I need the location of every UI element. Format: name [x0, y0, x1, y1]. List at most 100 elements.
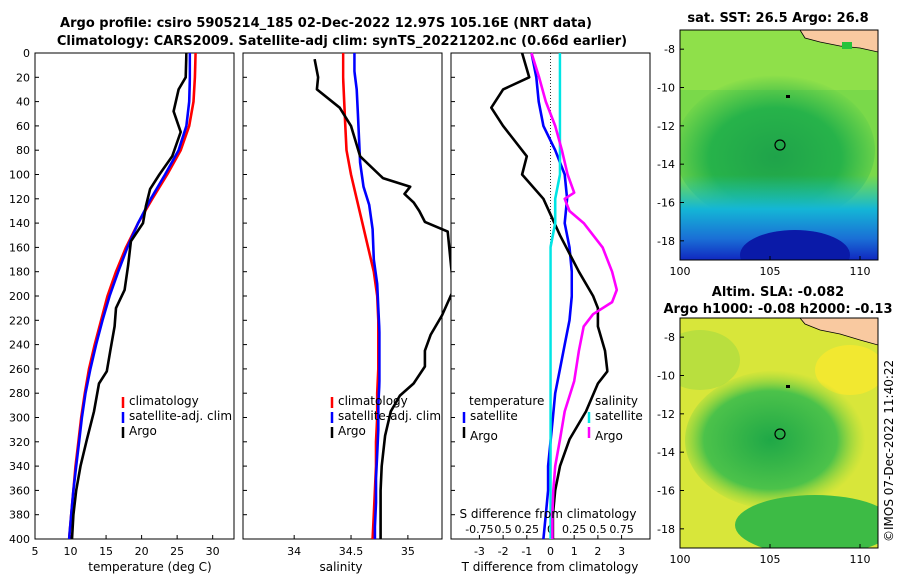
x-tick-label: 34 — [287, 545, 301, 558]
x-tick-label: 2 — [594, 545, 601, 558]
argo-position-marker — [774, 428, 786, 440]
map-y-tick-label: -10 — [657, 82, 675, 95]
y-tick-label: 260 — [9, 363, 30, 376]
series-line-salinity-argo — [532, 53, 617, 539]
x-tick-label: 30 — [206, 545, 220, 558]
legend-satellite-adj: satellite-adj. clim — [338, 409, 441, 423]
map-y-tick-label: -18 — [657, 523, 675, 536]
imos-watermark: ©IMOS 07-Dec-2022 11:40:22 — [882, 360, 896, 542]
y-tick-label: 400 — [9, 533, 30, 546]
y-tick-label: 320 — [9, 436, 30, 449]
series-line-temperature-satellite — [532, 53, 572, 539]
map-y-tick-label: -16 — [657, 197, 675, 210]
map-y-tick-label: -16 — [657, 485, 675, 498]
x-tick-label: 1 — [571, 545, 578, 558]
sst-map: sat. SST: 26.5 Argo: 26.8 — [679, 11, 879, 261]
x-tick-label: 34.5 — [339, 545, 364, 558]
y-tick-label: 20 — [16, 71, 30, 84]
x-tick-label: -2 — [498, 545, 509, 558]
x2-tick-label: -0.75 — [465, 523, 493, 536]
map-y-tick-label: -18 — [657, 235, 675, 248]
series-line-salinity-satellite — [551, 53, 561, 539]
y-tick-label: 380 — [9, 509, 30, 522]
x2-tick-label: 0.75 — [609, 523, 634, 536]
map-x-tick-label: 100 — [670, 265, 691, 278]
map-y-tick-label: -14 — [657, 158, 675, 171]
legend-salinity-title: salinity — [595, 394, 638, 408]
x-tick-label: 20 — [135, 545, 149, 558]
map-y-tick-label: -8 — [664, 43, 675, 56]
y-tick-label: 100 — [9, 169, 30, 182]
x-tick-label: 15 — [99, 545, 113, 558]
sst-map-title: sat. SST: 26.5 Argo: 26.8 — [687, 11, 868, 26]
y-tick-label: 160 — [9, 241, 30, 254]
difference-legend: temperature satellite Argo salinity sate… — [462, 394, 643, 443]
tdiff-xlabel: T difference from climatology — [461, 560, 639, 574]
sla-map-subtitle: Argo h1000: -0.08 h2000: -0.13 — [663, 302, 892, 317]
series-line-satellite-adj-clim — [354, 53, 379, 539]
x-tick-label: 25 — [170, 545, 184, 558]
x-tick-label: -1 — [521, 545, 532, 558]
series-line-argo — [72, 53, 186, 539]
temperature-xlabel: temperature (deg C) — [88, 560, 211, 574]
salinity-legend: climatology satellite-adj. clim Argo — [330, 394, 441, 438]
legend-temperature-satellite: satellite — [470, 409, 518, 423]
temperature-legend: climatology satellite-adj. clim Argo — [121, 394, 232, 438]
x2-tick-label: 0.5 — [589, 523, 607, 536]
x-tick-label: -3 — [474, 545, 485, 558]
y-tick-label: 40 — [16, 96, 30, 109]
figure-title-line1: Argo profile: csiro 5905214_185 02-Dec-2… — [60, 16, 592, 31]
legend-salinity-satellite: satellite — [595, 409, 643, 423]
map-x-tick-label: 110 — [850, 265, 871, 278]
map-y-tick-label: -8 — [664, 331, 675, 344]
y-tick-label: 80 — [16, 144, 30, 157]
map-x-tick-label: 110 — [850, 553, 871, 566]
map-x-tick-label: 105 — [760, 553, 781, 566]
y-tick-label: 120 — [9, 193, 30, 206]
x-tick-label: 5 — [32, 545, 39, 558]
y-tick-label: 340 — [9, 460, 30, 473]
map-y-tick-label: -14 — [657, 446, 675, 459]
temperature-profile-panel: 0 20 40 60 80 100 120 140 160 180 200 220 240 260 280 3… — [9, 47, 235, 558]
x-tick-label: 3 — [618, 545, 625, 558]
argo-position-marker — [774, 139, 786, 151]
x-tick-label: 35 — [401, 545, 415, 558]
figure-title-line2: Climatology: CARS2009. Satellite-adj cli… — [57, 34, 627, 49]
sla-map: Altim. SLA: -0.082 Argo h1000: -0.08 h20… — [663, 285, 893, 549]
legend-climatology: climatology — [338, 394, 408, 408]
legend-temperature-title: temperature — [469, 394, 544, 408]
x-tick-label: 10 — [64, 545, 78, 558]
x2-tick-label: 0.5 — [494, 523, 512, 536]
x2-tick-label: 0.25 — [562, 523, 587, 536]
salinity-profile-panel: 34 34.5 35 — [242, 52, 453, 558]
map-y-tick-label: -10 — [657, 370, 675, 383]
difference-profile-panel: -3 -2 -1 0 1 2 3-0.75 0.5 0.25 0 0.25 0.5 0.75 — [450, 52, 651, 558]
series-line-temperature-argo — [491, 53, 607, 539]
y-tick-label: 360 — [9, 484, 30, 497]
legend-climatology: climatology — [129, 394, 199, 408]
y-tick-label: 0 — [23, 47, 30, 60]
series-line-satellite-adj-clim — [69, 53, 190, 539]
legend-temperature-argo: Argo — [470, 429, 498, 443]
y-tick-label: 300 — [9, 412, 30, 425]
x2-tick-label: 0.25 — [515, 523, 540, 536]
y-tick-label: 200 — [9, 290, 30, 303]
y-tick-label: 180 — [9, 266, 30, 279]
sdiff-xlabel: S difference from climatology — [460, 507, 637, 521]
y-tick-label: 140 — [9, 217, 30, 230]
y-tick-label: 280 — [9, 387, 30, 400]
legend-salinity-argo: Argo — [595, 429, 623, 443]
y-tick-label: 60 — [16, 120, 30, 133]
x-tick-label: 0 — [547, 545, 554, 558]
legend-argo: Argo — [338, 424, 366, 438]
map-x-tick-label: 105 — [760, 265, 781, 278]
map-x-tick-label: 100 — [670, 553, 691, 566]
legend-argo: Argo — [129, 424, 157, 438]
sla-map-title: Altim. SLA: -0.082 — [712, 285, 844, 300]
map-y-tick-label: -12 — [657, 408, 675, 421]
y-tick-label: 240 — [9, 339, 30, 352]
legend-satellite-adj: satellite-adj. clim — [129, 409, 232, 423]
y-tick-label: 220 — [9, 314, 30, 327]
map-y-tick-label: -12 — [657, 120, 675, 133]
